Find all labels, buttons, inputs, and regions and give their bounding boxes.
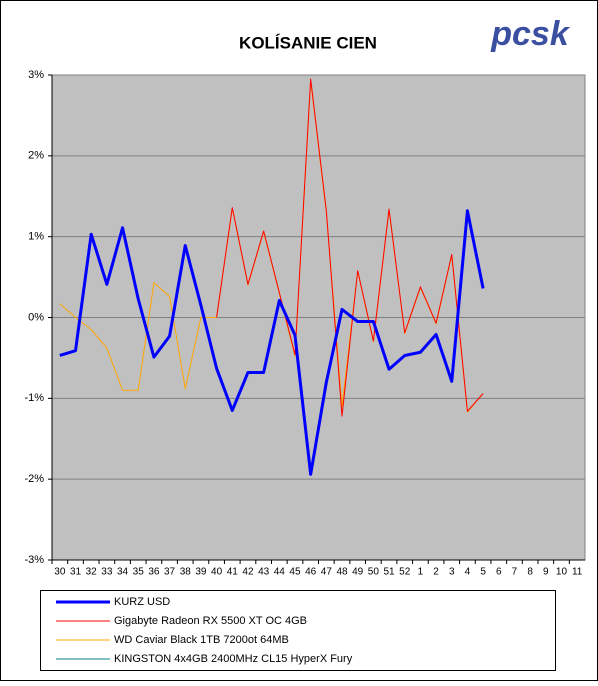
x-tick-label: 34 <box>117 567 129 578</box>
x-tick-label: 33 <box>101 567 113 578</box>
x-tick-label: 7 <box>512 567 518 578</box>
legend-label: Gigabyte Radeon RX 5500 XT OC 4GB <box>114 615 307 627</box>
x-tick-label: 4 <box>465 567 471 578</box>
y-tick-label: 3% <box>28 69 44 81</box>
x-tick-label: 30 <box>54 567 66 578</box>
y-tick-label: 2% <box>28 150 44 162</box>
x-tick-label: 48 <box>336 567 348 578</box>
chart-title: KOLÍSANIE CIEN <box>239 33 377 52</box>
x-tick-label: 11 <box>572 567 583 578</box>
x-tick-label: 47 <box>321 567 333 578</box>
y-tick-label: 0% <box>28 311 44 323</box>
x-tick-label: 6 <box>496 567 502 578</box>
x-tick-label: 40 <box>211 567 223 578</box>
logo: pcsk <box>490 15 571 53</box>
x-tick-label: 36 <box>148 567 160 578</box>
x-tick-label: 45 <box>289 567 301 578</box>
x-tick-label: 49 <box>352 567 364 578</box>
legend-label: WD Caviar Black 1TB 7200ot 64MB <box>114 634 289 646</box>
x-tick-label: 32 <box>86 567 98 578</box>
x-tick-label: 8 <box>527 567 533 578</box>
x-tick-label: 41 <box>227 567 239 578</box>
x-tick-label: 10 <box>556 567 568 578</box>
x-tick-label: 44 <box>274 567 286 578</box>
legend-label: KURZ USD <box>114 596 170 608</box>
x-tick-label: 42 <box>242 567 254 578</box>
x-tick-label: 37 <box>164 567 176 578</box>
x-tick-label: 1 <box>418 567 424 578</box>
y-tick-label: -1% <box>24 392 44 404</box>
x-tick-label: 50 <box>368 567 380 578</box>
x-tick-label: 52 <box>399 567 411 578</box>
x-tick-label: 46 <box>305 567 317 578</box>
x-tick-label: 3 <box>449 567 455 578</box>
x-tick-label: 51 <box>383 567 395 578</box>
x-tick-label: 43 <box>258 567 270 578</box>
x-tick-label: 39 <box>195 567 207 578</box>
x-tick-label: 2 <box>433 567 439 578</box>
legend-label: KINGSTON 4x4GB 2400MHz CL15 HyperX Fury <box>114 653 353 665</box>
x-tick-label: 35 <box>133 567 145 578</box>
y-tick-label: -2% <box>24 473 44 485</box>
legend <box>40 590 556 671</box>
series-line <box>216 78 484 417</box>
x-tick-label: 38 <box>180 567 192 578</box>
x-tick-label: 5 <box>480 567 486 578</box>
y-tick-label: -3% <box>24 554 44 566</box>
y-tick-label: 1% <box>28 231 44 243</box>
x-tick-label: 9 <box>543 567 549 578</box>
x-tick-label: 31 <box>70 567 82 578</box>
series-line <box>59 209 485 476</box>
